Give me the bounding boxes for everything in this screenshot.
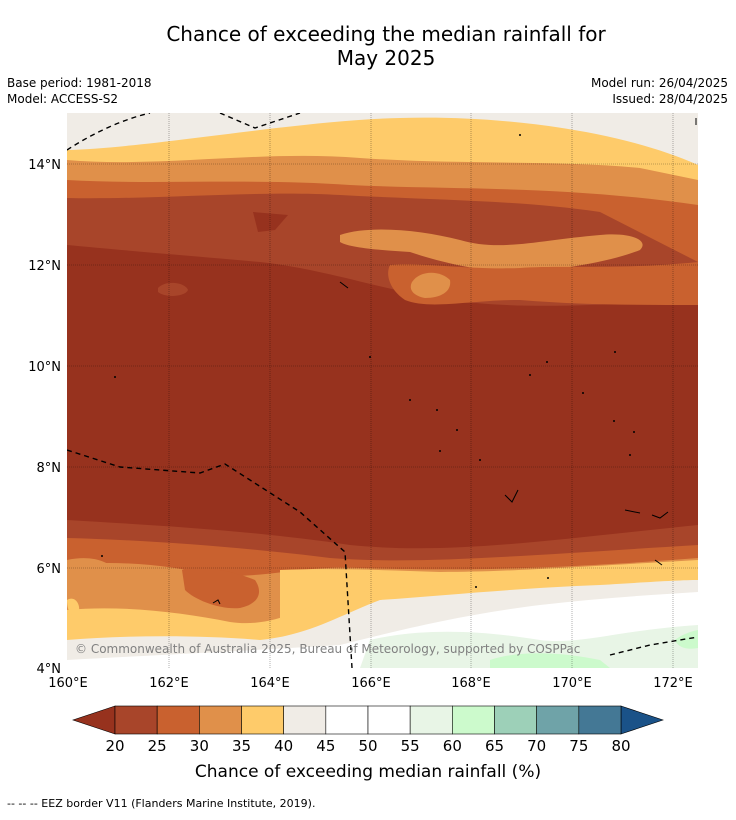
colorbar-swatch (409, 705, 453, 735)
colorbar-swatch (199, 705, 242, 735)
colorbar-tick-label: 35 (232, 737, 251, 755)
colorbar-swatch (367, 705, 411, 735)
colorbar-tick-label: 80 (611, 737, 630, 755)
colorbar-tick-label: 60 (443, 737, 462, 755)
lon-label: 170°E (552, 676, 592, 691)
colorbar-swatch (325, 705, 369, 735)
colorbar-swatch (283, 705, 327, 735)
colorbar-tick-label: 45 (316, 737, 335, 755)
meta-left: Base period: 1981-2018 Model: ACCESS-S2 (7, 75, 152, 107)
lat-label: 14°N (28, 158, 61, 173)
colorbar-swatch (156, 705, 200, 735)
eez-border-lines (67, 113, 698, 668)
colorbar-tick-label: 50 (358, 737, 377, 755)
colorbar-swatch (578, 705, 622, 735)
colorbar-swatch (494, 705, 537, 735)
title-line-2: May 2025 (336, 46, 436, 70)
coastlines (212, 118, 697, 605)
colorbar-swatch (241, 705, 284, 735)
lat-label: 8°N (37, 461, 62, 476)
lon-labels: 160°E 162°E 164°E 166°E 168°E 170°E 172°… (48, 676, 693, 691)
copyright-text: © Commonwealth of Australia 2025, Bureau… (75, 642, 580, 656)
colorbar-tick-label: 40 (274, 737, 293, 755)
colorbar-tick-label: 30 (190, 737, 209, 755)
colorbar-tick-label: 20 (105, 737, 124, 755)
lat-labels: 14°N 12°N 10°N 8°N 6°N 4°N (28, 158, 61, 677)
lon-label: 166°E (351, 676, 391, 691)
colorbar-high-extend (620, 705, 664, 735)
colorbar-tick-label: 75 (569, 737, 588, 755)
colorbar-low-extend (72, 705, 116, 735)
lon-label: 164°E (250, 676, 290, 691)
chart-title: Chance of exceeding the median rainfall … (0, 22, 736, 70)
eez-footnote: -- -- -- EEZ border V11 (Flanders Marine… (7, 797, 316, 810)
base-period: Base period: 1981-2018 (7, 76, 152, 90)
colorbar: 20 25 30 35 40 45 50 55 60 65 70 75 80 (72, 705, 664, 755)
meta-right: Model run: 26/04/2025 Issued: 28/04/2025 (591, 75, 728, 107)
colorbar-label: Chance of exceeding median rainfall (%) (194, 762, 542, 782)
title-line-1: Chance of exceeding the median rainfall … (166, 22, 606, 46)
colorbar-tick-label: 65 (485, 737, 504, 755)
islands (101, 134, 635, 588)
model-run: Model run: 26/04/2025 (590, 76, 728, 90)
colorbar-swatch (452, 705, 495, 735)
lat-label: 6°N (37, 562, 62, 577)
lon-label: 160°E (48, 676, 88, 691)
colorbar-tick-label: 25 (148, 737, 167, 755)
lat-label: 12°N (28, 259, 61, 274)
lon-label: 168°E (451, 676, 491, 691)
lon-label: 162°E (149, 676, 189, 691)
colorbar-swatch (114, 705, 158, 735)
lat-label: 10°N (28, 360, 61, 375)
lat-label: 4°N (37, 662, 62, 677)
model-name: Model: ACCESS-S2 (7, 92, 119, 106)
issued-date: Issued: 28/04/2025 (612, 92, 728, 106)
rainfall-probability-field (67, 113, 698, 668)
colorbar-tick-label: 70 (527, 737, 546, 755)
colorbar-swatch (536, 705, 580, 735)
lon-label: 172°E (653, 676, 693, 691)
gridlines (67, 113, 698, 668)
colorbar-tick-label: 55 (401, 737, 420, 755)
